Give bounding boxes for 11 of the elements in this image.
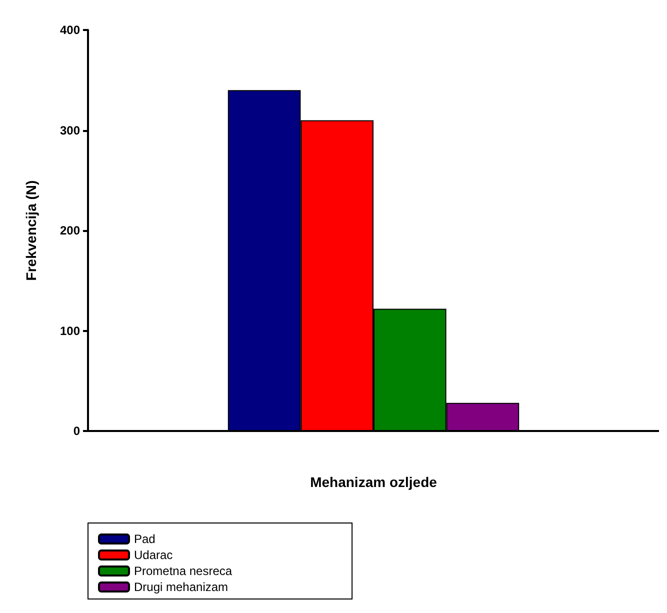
legend-label: Drugi mehanizam — [134, 580, 228, 594]
y-tick-label: 100 — [60, 324, 80, 338]
legend-label: Udarac — [134, 548, 173, 562]
y-tick-label: 200 — [60, 224, 80, 238]
y-tick-label: 0 — [73, 424, 80, 438]
x-axis-title: Mehanizam ozljede — [310, 474, 438, 490]
y-tick-label: 300 — [60, 123, 80, 138]
y-axis-title: Frekvencija (N) — [23, 180, 39, 281]
legend-label: Pad — [134, 532, 156, 546]
y-tick-label: 400 — [60, 23, 80, 37]
legend-label: Prometna nesreca — [134, 564, 232, 578]
